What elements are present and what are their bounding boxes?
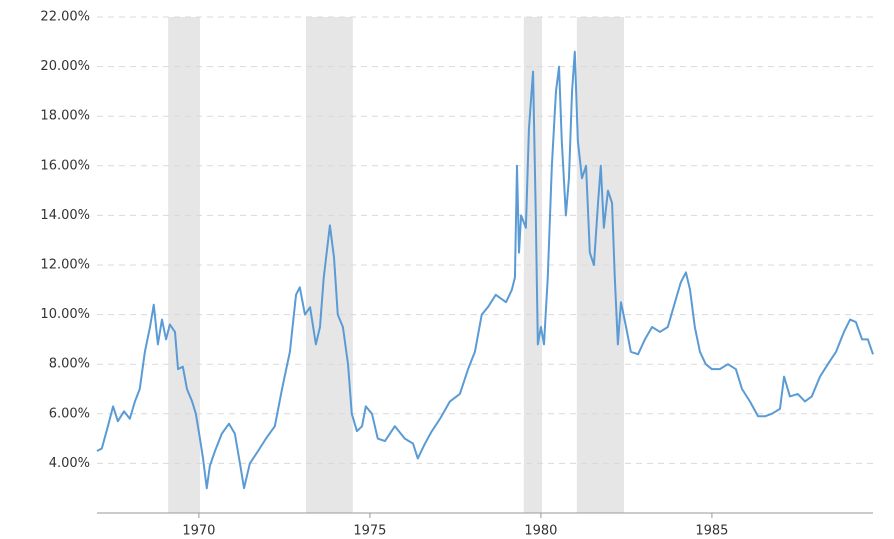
x-tick-label: 1970 — [182, 524, 215, 539]
x-tick-label: 1975 — [353, 524, 386, 539]
y-tick-label: 6.00% — [49, 406, 90, 421]
y-tick-label: 12.00% — [40, 258, 90, 273]
x-tick-label: 1985 — [695, 524, 728, 539]
recession-band — [168, 17, 200, 513]
y-tick-label: 18.00% — [40, 109, 90, 124]
y-tick-label: 20.00% — [40, 59, 90, 74]
y-tick-label: 14.00% — [40, 208, 90, 223]
rate-line — [96, 50, 874, 490]
y-tick-label: 10.00% — [40, 307, 90, 322]
y-tick-label: 16.00% — [40, 158, 90, 173]
y-tick-label: 22.00% — [40, 10, 90, 25]
x-tick-label: 1980 — [524, 524, 557, 539]
y-tick-label: 8.00% — [49, 357, 90, 372]
y-tick-label: 4.00% — [49, 456, 90, 471]
